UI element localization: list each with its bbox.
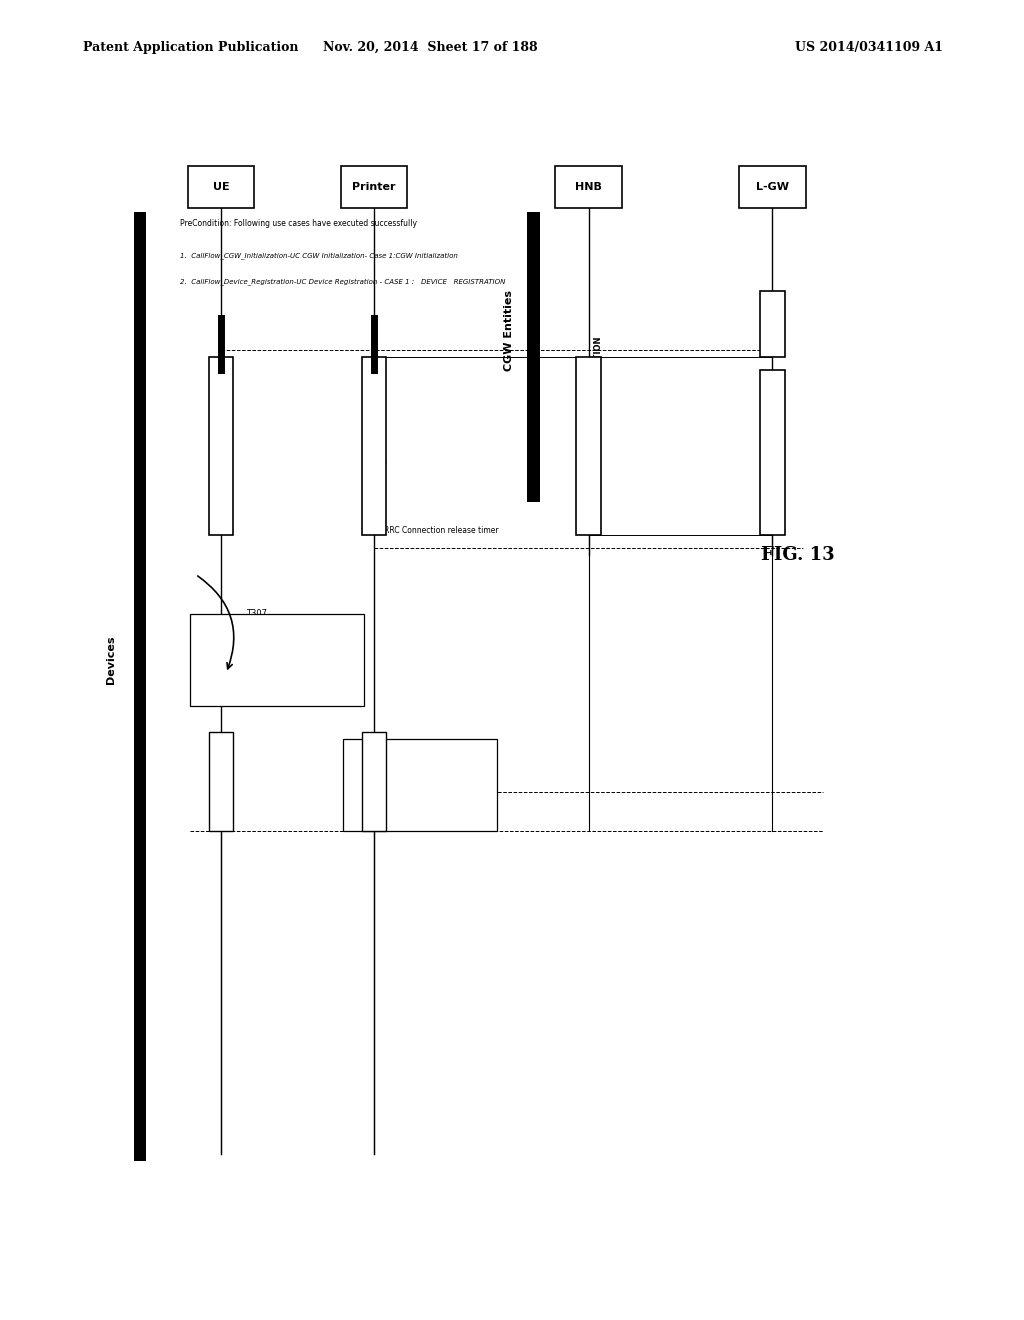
Bar (187, 166, 254, 209)
Bar (209, 356, 233, 535)
Text: UE: UE (213, 182, 229, 193)
Text: Nov. 20, 2014  Sheet 17 of 188: Nov. 20, 2014 Sheet 17 of 188 (323, 41, 538, 54)
Text: CGW Entities: CGW Entities (504, 290, 514, 371)
Bar (577, 356, 601, 535)
Text: CASE 1 :   DEVICE   REGISTRATION: CASE 1 : DEVICE REGISTRATION (594, 337, 603, 496)
Bar (361, 733, 386, 832)
Bar (190, 614, 364, 706)
Text: Patent Application Publication: Patent Application Publication (83, 41, 299, 54)
Bar (555, 166, 622, 209)
Text: 1b. UE goes in IDLE: 1b. UE goes in IDLE (239, 644, 315, 649)
Text: FIG. 13: FIG. 13 (761, 545, 835, 564)
Bar (760, 292, 784, 356)
Text: 1.  CallFlow_CGW_Initialization-UC CGW Initialization- Case 1:CGW Initialization: 1. CallFlow_CGW_Initialization-UC CGW In… (180, 252, 458, 259)
Text: Devices: Devices (105, 636, 116, 684)
Text: US 2014/0341109 A1: US 2014/0341109 A1 (796, 41, 943, 54)
Text: 1c.  Network initiates data transfer: 1c. Network initiates data transfer (358, 783, 481, 788)
Text: 1a. LIPA Path setup and Data Transfer: 1a. LIPA Path setup and Data Transfer (379, 387, 388, 532)
Text: HNB: HNB (575, 182, 602, 193)
Text: PDP Context is preserved: PDP Context is preserved (232, 671, 322, 676)
Bar (361, 356, 386, 535)
Text: RRC Connection release timer: RRC Connection release timer (384, 525, 499, 535)
Text: L-GW: L-GW (756, 182, 788, 193)
Bar (760, 370, 784, 535)
Bar (209, 733, 233, 832)
Text: T307: T307 (247, 610, 267, 618)
Bar (527, 213, 540, 502)
Bar (341, 166, 408, 209)
Text: 2.  CallFlow_Device_Registration-UC Device Registration - CASE 1 :   DEVICE   RE: 2. CallFlow_Device_Registration-UC Devic… (180, 279, 506, 285)
Bar (343, 739, 497, 832)
Text: PreCondition: Following use cases have executed successfully: PreCondition: Following use cases have e… (180, 219, 417, 228)
Bar (739, 166, 806, 209)
Text: Printer: Printer (352, 182, 396, 193)
Bar (134, 213, 146, 1160)
